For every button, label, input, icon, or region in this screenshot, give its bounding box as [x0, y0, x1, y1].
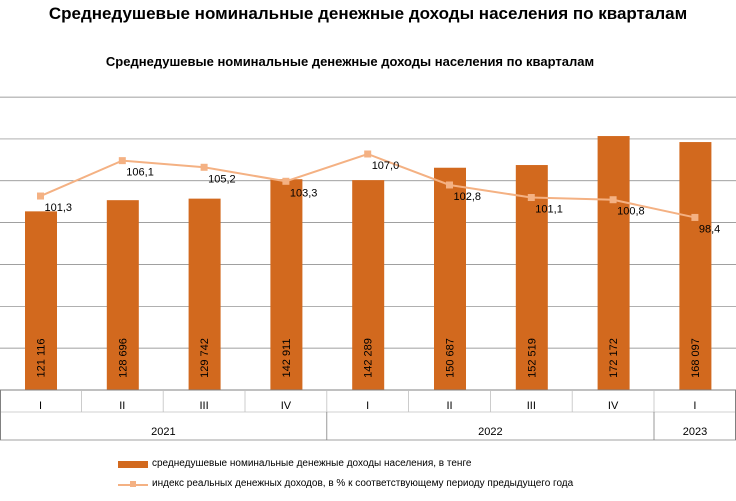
- x-tick-label: II: [119, 400, 125, 412]
- bar-value-label: 168 097: [690, 338, 702, 378]
- bar: [25, 211, 57, 390]
- x-tick-label: III: [200, 400, 209, 412]
- bar-value-label: 172 172: [608, 338, 620, 378]
- index-value-label: 100,8: [617, 206, 645, 218]
- bar-value-label: 129 742: [199, 338, 211, 378]
- page-title: Среднедушевые номинальные денежные доход…: [48, 4, 688, 23]
- x-tick-label: I: [366, 400, 369, 412]
- bar: [106, 200, 139, 390]
- index-marker: [200, 163, 208, 171]
- index-value-label: 102,8: [454, 191, 482, 203]
- legend-line-label: индекс реальных денежных доходов, в % к …: [152, 478, 574, 489]
- x-tick-label: IV: [281, 400, 292, 412]
- index-marker: [282, 177, 290, 185]
- index-value-label: 107,0: [372, 160, 400, 172]
- index-marker: [37, 192, 44, 200]
- chart-title: Среднедушевые номинальные денежные доход…: [105, 54, 595, 69]
- index-marker: [118, 157, 126, 165]
- legend-bar-label: среднедушевые номинальные денежные доход…: [152, 458, 472, 469]
- bar-value-label: 142 289: [363, 338, 375, 378]
- x-tick-label: IV: [608, 400, 619, 412]
- bar-value-label: 128 696: [117, 338, 129, 378]
- index-marker: [364, 150, 372, 158]
- bar-value-label: 152 519: [526, 338, 538, 378]
- bar: [270, 179, 303, 390]
- bar: [515, 165, 548, 390]
- bar-value-label: 142 911: [281, 339, 293, 378]
- year-label: 2022: [478, 426, 502, 438]
- x-tick-label: II: [446, 400, 452, 412]
- index-marker: [609, 196, 617, 204]
- bar: [597, 136, 630, 390]
- bar-value-label: 150 687: [445, 338, 457, 378]
- index-value-label: 105,2: [208, 173, 236, 185]
- index-value-label: 103,3: [290, 187, 318, 199]
- legend-line-marker: [130, 481, 136, 487]
- year-label: 2021: [151, 426, 175, 438]
- year-label: 2023: [683, 426, 707, 438]
- x-tick-label: I: [39, 400, 42, 412]
- bar-value-label: 121 116: [36, 339, 48, 378]
- bar: [352, 180, 385, 390]
- bar: [434, 167, 466, 390]
- bar: [679, 142, 712, 390]
- index-marker: [527, 194, 535, 202]
- index-value-label: 101,1: [535, 204, 563, 216]
- bar: [188, 198, 221, 390]
- x-tick-label: I: [693, 400, 696, 412]
- x-tick-label: III: [527, 400, 536, 412]
- index-value-label: 101,3: [45, 202, 73, 214]
- index-marker: [446, 181, 453, 189]
- index-marker: [691, 213, 699, 221]
- index-value-label: 98,4: [699, 223, 720, 235]
- legend-bar-swatch: [118, 461, 148, 468]
- index-value-label: 106,1: [126, 167, 154, 179]
